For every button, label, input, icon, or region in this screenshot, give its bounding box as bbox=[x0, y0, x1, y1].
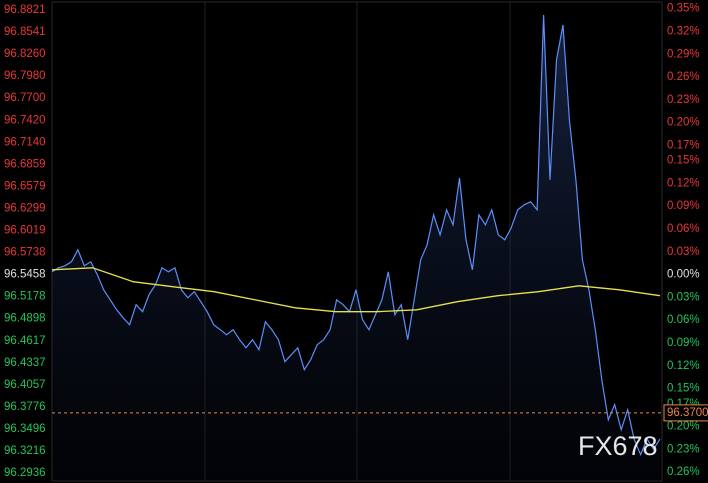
y2-tick-label: 0.15% bbox=[667, 383, 700, 395]
line bbox=[51, 267, 661, 313]
y2-tick-label: 0.09% bbox=[667, 200, 700, 212]
y2-tick-label: 0.03% bbox=[667, 291, 700, 303]
y2-tick-label: 0.23% bbox=[667, 94, 700, 106]
y2-tick-label: 0.06% bbox=[667, 223, 700, 235]
y-tick-label: 96.4337 bbox=[4, 357, 46, 369]
y2-tick-label: 0.06% bbox=[667, 314, 700, 326]
y-tick-label: 96.3216 bbox=[4, 445, 46, 457]
y-tick-label: 96.7140 bbox=[4, 136, 46, 148]
y2-tick-label: 0.26% bbox=[667, 466, 700, 478]
y-tick-label: 96.2936 bbox=[4, 467, 46, 479]
y2-tick-label: 0.29% bbox=[667, 48, 700, 60]
y2-tick-label: 0.15% bbox=[667, 155, 700, 167]
y2-tick-label: 0.03% bbox=[667, 246, 700, 258]
y-tick-label: 96.5178 bbox=[4, 291, 46, 303]
y2-tick-label: 0.35% bbox=[667, 3, 700, 15]
last-price-label: 96.3700 bbox=[667, 407, 708, 419]
y-tick-label: 96.4057 bbox=[4, 379, 46, 391]
y-tick-label: 96.7700 bbox=[4, 92, 46, 104]
y-tick-label: 96.6299 bbox=[4, 202, 46, 214]
y-tick-label: 96.7980 bbox=[4, 70, 46, 82]
line bbox=[51, 14, 661, 457]
watermark: FX678 bbox=[578, 431, 658, 461]
y2-tick-label: 0.09% bbox=[667, 337, 700, 349]
y2-tick-label: 0.00% bbox=[667, 269, 700, 281]
y-tick-label: 96.4898 bbox=[4, 313, 46, 325]
y-tick-label: 96.8541 bbox=[4, 26, 46, 38]
y-tick-label: 96.5738 bbox=[4, 247, 46, 259]
y-tick-label: 96.6859 bbox=[4, 158, 46, 170]
y2-tick-label: 0.26% bbox=[667, 71, 700, 83]
y-tick-label: 96.3776 bbox=[4, 401, 46, 413]
last-price-box bbox=[663, 404, 708, 422]
y2-tick-label: 0.12% bbox=[667, 177, 700, 189]
y-tick-label: 96.7420 bbox=[4, 114, 46, 126]
y2-tick-label: 0.20% bbox=[667, 421, 700, 433]
y2-tick-label: 0.20% bbox=[667, 117, 700, 129]
y2-tick-label: 0.17% bbox=[667, 139, 700, 151]
y-tick-label: 96.6579 bbox=[4, 180, 46, 192]
y2-tick-label: 0.12% bbox=[667, 360, 700, 372]
y-tick-label: 96.8260 bbox=[4, 48, 46, 60]
y-tick-label: 96.3496 bbox=[4, 423, 46, 435]
y-tick-label: 96.6019 bbox=[4, 224, 46, 236]
y2-tick-label: 0.32% bbox=[667, 26, 700, 38]
y-tick-label: 96.8821 bbox=[4, 4, 46, 16]
y-tick-label: 96.5458 bbox=[4, 269, 46, 281]
y-tick-label: 96.4617 bbox=[4, 335, 46, 347]
area bbox=[52, 15, 660, 481]
y2-tick-label: 0.23% bbox=[667, 443, 700, 455]
